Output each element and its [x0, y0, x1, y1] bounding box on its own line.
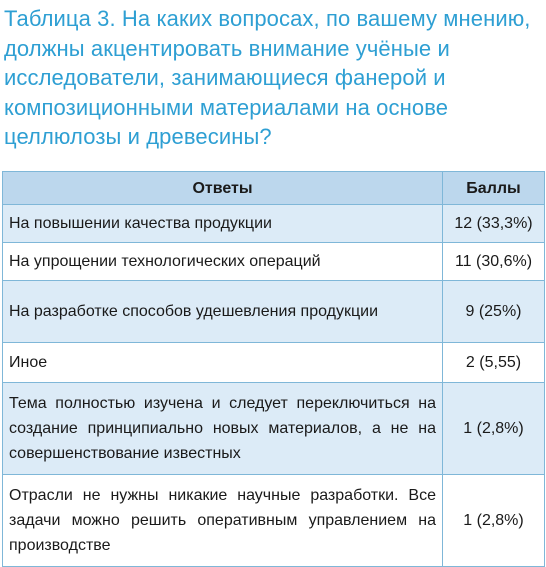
table-header-row: Ответы Баллы: [2, 171, 545, 205]
header-answers: Ответы: [2, 171, 443, 205]
table-row: На повышении качества продукции 12 (33,3…: [2, 204, 545, 243]
answer-cell: На повышении качества продукции: [2, 204, 443, 243]
answer-cell: На упрощении технологических операций: [2, 242, 443, 281]
table-row: Отрасли не нужны никакие научные разрабо…: [2, 474, 545, 567]
table-row: Иное 2 (5,55): [2, 342, 545, 383]
score-cell: 1 (2,8%): [442, 382, 545, 475]
answer-cell: На разработке способов удешевления проду…: [2, 280, 443, 343]
table-row: На упрощении технологических операций 11…: [2, 242, 545, 281]
table-row: Тема полностью изучена и следует переклю…: [2, 382, 545, 475]
survey-table: Ответы Баллы На повышении качества проду…: [2, 171, 545, 567]
answer-cell: Тема полностью изучена и следует переклю…: [2, 382, 443, 475]
header-scores: Баллы: [442, 171, 545, 205]
answer-cell: Отрасли не нужны никакие научные разрабо…: [2, 474, 443, 567]
table-title: Таблица 3. На каких вопросах, по вашему …: [4, 6, 531, 149]
score-cell: 12 (33,3%): [442, 204, 545, 243]
score-cell: 2 (5,55): [442, 342, 545, 383]
answer-cell: Иное: [2, 342, 443, 383]
table-row: На разработке способов удешевления проду…: [2, 280, 545, 343]
score-cell: 1 (2,8%): [442, 474, 545, 567]
score-cell: 9 (25%): [442, 280, 545, 343]
score-cell: 11 (30,6%): [442, 242, 545, 281]
